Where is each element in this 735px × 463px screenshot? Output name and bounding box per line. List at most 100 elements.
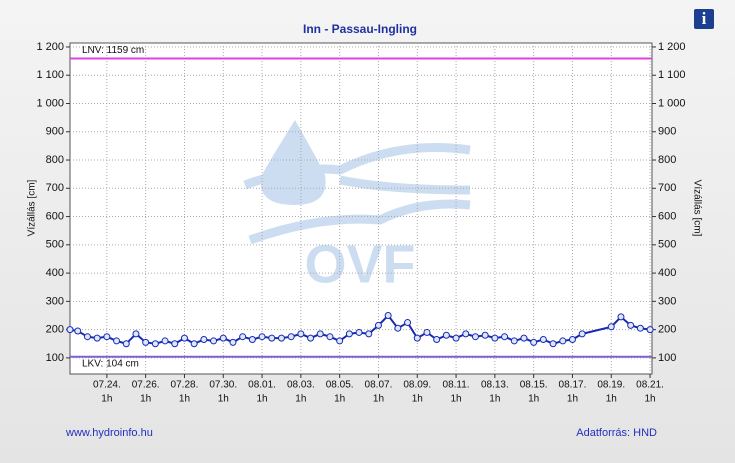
x-tick-hour: 1h bbox=[218, 394, 229, 405]
data-point bbox=[627, 321, 635, 329]
x-tick-label: 07.26. bbox=[132, 380, 160, 391]
data-point bbox=[559, 337, 567, 345]
footer-source: Adatforrás: HND bbox=[576, 427, 657, 439]
y2-tick-label: 500 bbox=[658, 239, 676, 251]
data-point bbox=[549, 340, 557, 348]
data-point bbox=[200, 336, 208, 344]
data-point bbox=[394, 324, 402, 332]
reference-label: LKV: 104 cm bbox=[82, 358, 139, 369]
data-point bbox=[122, 340, 130, 348]
x-tick-label: 08.11. bbox=[443, 380, 470, 391]
data-point bbox=[83, 333, 91, 341]
x-tick-label: 08.13. bbox=[481, 380, 509, 391]
x-tick-hour: 1h bbox=[101, 394, 112, 405]
data-point bbox=[345, 330, 353, 338]
data-point bbox=[316, 330, 324, 338]
x-tick-hour: 1h bbox=[373, 394, 384, 405]
data-point bbox=[578, 330, 586, 338]
x-tick-label: 08.03. bbox=[287, 380, 315, 391]
y2-axis-title: Vízállás [cm] bbox=[691, 180, 702, 237]
x-tick-hour: 1h bbox=[334, 394, 345, 405]
data-point bbox=[219, 334, 227, 342]
y-tick-label: 1 000 bbox=[36, 97, 64, 109]
data-point bbox=[365, 330, 373, 338]
watermark-logo: OVF bbox=[243, 120, 471, 294]
data-point bbox=[501, 333, 509, 341]
data-point bbox=[93, 334, 101, 342]
x-tick-label: 08.21. bbox=[636, 380, 664, 391]
data-point bbox=[142, 338, 150, 346]
data-point bbox=[210, 337, 218, 345]
data-point bbox=[113, 337, 121, 345]
data-point bbox=[74, 327, 82, 335]
y2-tick-label: 1 000 bbox=[658, 97, 686, 109]
data-point bbox=[423, 328, 431, 336]
data-point bbox=[229, 338, 237, 346]
y2-tick-label: 100 bbox=[658, 352, 676, 364]
data-point bbox=[297, 330, 305, 338]
data-point bbox=[336, 337, 344, 345]
x-tick-label: 08.01. bbox=[248, 380, 276, 391]
data-point bbox=[636, 324, 644, 332]
x-tick-hour: 1h bbox=[140, 394, 151, 405]
x-tick-hour: 1h bbox=[489, 394, 500, 405]
data-point bbox=[481, 331, 489, 339]
y-axis-title: Vízállás [cm] bbox=[27, 179, 38, 236]
data-point bbox=[132, 330, 140, 338]
data-point bbox=[384, 311, 392, 319]
data-point bbox=[442, 331, 450, 339]
y2-tick-label: 1 200 bbox=[658, 41, 686, 53]
footer-link[interactable]: www.hydroinfo.hu bbox=[65, 427, 153, 439]
y-tick-label: 800 bbox=[46, 154, 64, 166]
x-tick-label: 08.15. bbox=[520, 380, 548, 391]
data-point bbox=[258, 333, 266, 341]
y-tick-label: 200 bbox=[46, 324, 64, 336]
x-tick-hour: 1h bbox=[567, 394, 578, 405]
data-point bbox=[617, 313, 625, 321]
x-tick-hour: 1h bbox=[606, 394, 617, 405]
x-tick-hour: 1h bbox=[644, 394, 655, 405]
x-tick-hour: 1h bbox=[256, 394, 267, 405]
y2-tick-label: 400 bbox=[658, 267, 676, 279]
data-point bbox=[462, 330, 470, 338]
x-tick-label: 08.17. bbox=[559, 380, 587, 391]
data-point bbox=[277, 334, 285, 342]
y2-tick-label: 1 100 bbox=[658, 69, 686, 81]
data-point bbox=[180, 334, 188, 342]
data-point bbox=[530, 338, 538, 346]
data-point bbox=[568, 336, 576, 344]
data-point bbox=[190, 340, 198, 348]
y-tick-label: 700 bbox=[46, 182, 64, 194]
info-button[interactable]: i bbox=[694, 9, 714, 29]
reference-label: LNV: 1159 cm bbox=[82, 45, 144, 56]
x-tick-hour: 1h bbox=[179, 394, 190, 405]
y-tick-label: 1 100 bbox=[36, 69, 64, 81]
data-point bbox=[404, 319, 412, 327]
data-point bbox=[268, 334, 276, 342]
x-tick-label: 08.19. bbox=[597, 380, 625, 391]
data-point bbox=[374, 321, 382, 329]
plot-area bbox=[69, 42, 653, 375]
data-point bbox=[510, 337, 518, 345]
data-point bbox=[239, 333, 247, 341]
data-point bbox=[66, 326, 74, 334]
y-tick-label: 600 bbox=[46, 210, 64, 222]
y-tick-label: 100 bbox=[46, 352, 64, 364]
data-point bbox=[103, 333, 111, 341]
data-point bbox=[171, 340, 179, 348]
x-tick-hour: 1h bbox=[295, 394, 306, 405]
data-point bbox=[248, 336, 256, 344]
x-tick-label: 08.07. bbox=[365, 380, 393, 391]
data-point bbox=[151, 340, 159, 348]
data-point bbox=[413, 334, 421, 342]
y2-tick-label: 700 bbox=[658, 182, 676, 194]
x-tick-hour: 1h bbox=[450, 394, 461, 405]
data-point bbox=[539, 336, 547, 344]
y-tick-label: 1 200 bbox=[36, 41, 64, 53]
data-point bbox=[607, 323, 615, 331]
x-tick-label: 07.24. bbox=[93, 380, 121, 391]
chart-title: Inn - Passau-Ingling bbox=[303, 22, 417, 36]
y-tick-label: 500 bbox=[46, 239, 64, 251]
